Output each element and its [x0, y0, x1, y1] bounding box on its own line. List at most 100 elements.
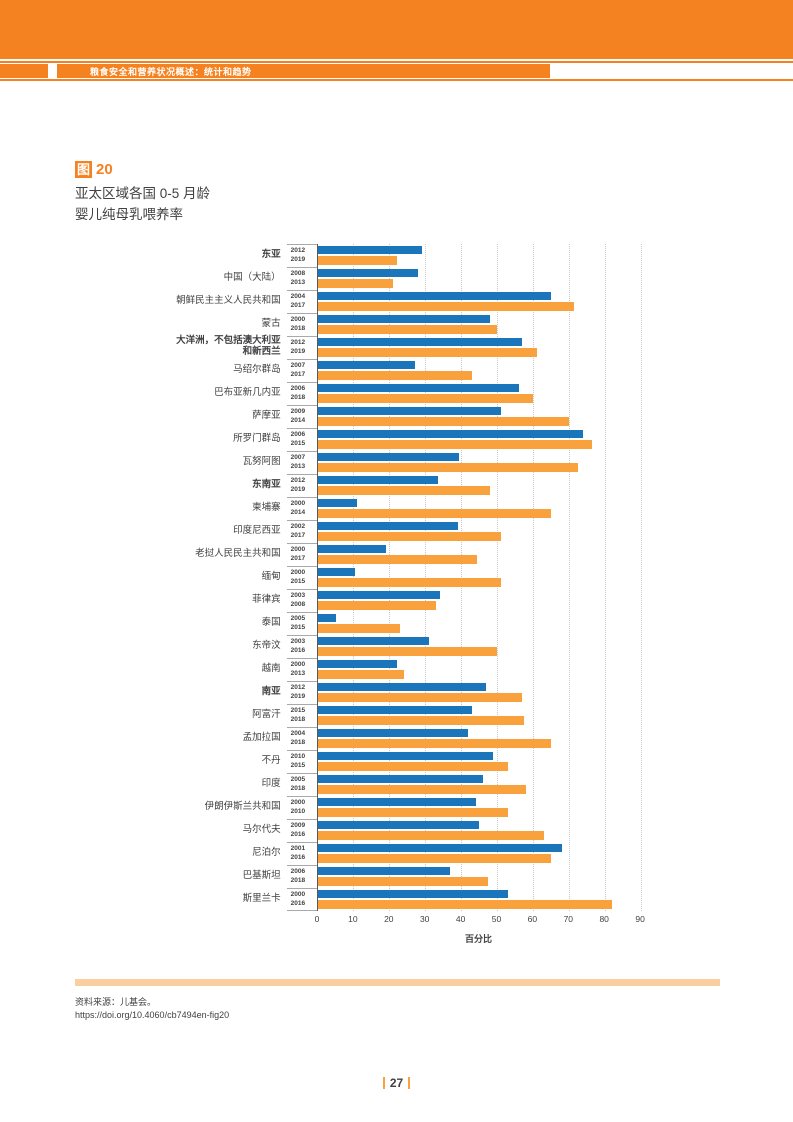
- country-label: 伊朗伊斯兰共和国: [204, 800, 281, 812]
- year-pair: 2001 2016: [286, 841, 317, 865]
- year-pair: 2005 2018: [286, 772, 317, 796]
- year-pair: 2009 2016: [286, 818, 317, 842]
- bar-pair: [317, 566, 648, 589]
- year-label: 2006: [290, 430, 306, 438]
- year-label: 2000: [290, 890, 306, 898]
- country-label: 大洋洲，不包括澳大利亚 和新西兰: [176, 335, 281, 358]
- bar-2017: [317, 555, 478, 564]
- year-label-column: 2012 2019 2008 2013 2004 2017 2000 2018 2012 2019…: [286, 243, 317, 911]
- band-separator: [0, 63, 793, 64]
- year-pair: 2000 2014: [286, 496, 317, 520]
- year-pair: 2004 2018: [286, 726, 317, 750]
- bar-pair: [317, 658, 648, 681]
- gridline-80: [604, 243, 606, 911]
- doi-link[interactable]: https://doi.org/10.4060/cb7494en-fig20: [75, 1010, 230, 1021]
- year-label: 2012: [290, 476, 306, 484]
- country-label: 瓦努阿图: [242, 455, 281, 467]
- bar-pair: [317, 543, 648, 566]
- year-label: 2018: [290, 785, 306, 793]
- x-tick-80: 80: [599, 913, 609, 924]
- bar-2000: [317, 797, 476, 807]
- bar-2013: [317, 279, 393, 288]
- bar-2007: [317, 360, 415, 370]
- year-label: 2010: [290, 752, 306, 760]
- year-label: 2018: [290, 877, 306, 885]
- bar-2000: [317, 498, 358, 508]
- year-label: 2018: [290, 325, 306, 333]
- breadcrumb-band: 粮食安全和营养状况概述：统计和趋势: [0, 64, 793, 78]
- bar-2003: [317, 636, 429, 646]
- country-label: 阿富汗: [252, 708, 281, 720]
- country-label: 马绍尔群岛: [233, 363, 281, 375]
- bar-pair: [317, 336, 648, 359]
- figure-heading: 图 20 亚太区域各国 0-5 月龄 婴儿纯母乳喂养率: [75, 161, 793, 226]
- breadcrumb-gap: [48, 64, 57, 78]
- bar-2012: [317, 682, 487, 692]
- year-label: 2012: [290, 338, 306, 346]
- bar-2015: [317, 440, 593, 449]
- bar-2019: [317, 256, 397, 265]
- figure-20-chart: 东亚 中国（大陆） 朝鲜民主主义人民共和国 蒙古 大洋洲，不包括澳大利亚 和新西兰 马绍尔…: [72, 243, 648, 945]
- thin-orange-rule-bottom: [0, 79, 793, 81]
- year-pair: 2000 2017: [286, 542, 317, 566]
- x-axis-label: 百分比: [464, 933, 492, 944]
- year-label: 2016: [290, 899, 306, 907]
- country-label: 斯里兰卡: [242, 892, 281, 904]
- country-label-column: 东亚 中国（大陆） 朝鲜民主主义人民共和国 蒙古 大洋洲，不包括澳大利亚 和新西兰 马绍尔…: [72, 244, 287, 911]
- year-label: 2001: [290, 844, 306, 852]
- bar-2010: [317, 751, 494, 761]
- band-separator: [0, 78, 793, 79]
- year-pair: 2012 2019: [286, 243, 317, 267]
- country-label: 蒙古: [261, 317, 281, 329]
- bar-2003: [317, 590, 440, 600]
- source-text: 资料来源：儿基会。: [75, 996, 157, 1007]
- bar-pair: [317, 589, 648, 612]
- bar-2019: [317, 348, 537, 357]
- source-note: 资料来源：儿基会。 https://doi.org/10.4060/cb7494…: [75, 996, 793, 1023]
- bar-pair: [317, 405, 648, 428]
- figure-badge: 图: [75, 161, 93, 178]
- year-label: 2013: [290, 463, 306, 471]
- bar-pair: [317, 497, 648, 520]
- bar-2008: [317, 601, 437, 610]
- gridline-90: [640, 243, 642, 911]
- country-label: 缅甸: [261, 570, 281, 582]
- bar-2000: [317, 659, 397, 669]
- year-label: 2013: [290, 279, 306, 287]
- year-pair: 2000 2016: [286, 887, 317, 911]
- year-pair: 2007 2013: [286, 450, 317, 474]
- year-pair: 2003 2008: [286, 588, 317, 612]
- figure-title-line1: 亚太区域各国 0-5 月龄: [75, 186, 211, 201]
- year-label: 2007: [290, 453, 306, 461]
- year-pair: 2000 2013: [286, 657, 317, 681]
- country-label: 东帝汶: [252, 639, 281, 651]
- bar-pair: [317, 865, 648, 888]
- year-label: 2008: [290, 601, 306, 609]
- year-label: 2000: [290, 798, 306, 806]
- year-label: 2019: [290, 256, 306, 264]
- year-label: 2019: [290, 348, 306, 356]
- bar-2012: [317, 475, 438, 485]
- bar-2002: [317, 521, 458, 531]
- year-pair: 2005 2015: [286, 611, 317, 635]
- year-label: 2014: [290, 509, 306, 517]
- bar-2017: [317, 532, 501, 541]
- year-label: 2017: [290, 302, 306, 310]
- year-label: 2015: [290, 706, 306, 714]
- bar-2017: [317, 371, 472, 380]
- year-label: 2008: [290, 269, 306, 277]
- year-label: 2012: [290, 246, 306, 254]
- bar-2019: [317, 693, 523, 702]
- bar-2013: [317, 670, 404, 679]
- year-label: 2017: [290, 532, 306, 540]
- country-label: 尼泊尔: [252, 846, 281, 858]
- year-pair: 2006 2018: [286, 381, 317, 405]
- year-pair: 2000 2010: [286, 795, 317, 819]
- page-number-value: 27: [389, 1076, 404, 1090]
- x-tick-0: 0: [314, 913, 320, 924]
- bar-2014: [317, 509, 551, 518]
- bar-2000: [317, 567, 356, 577]
- gridline-20: [389, 243, 391, 911]
- bar-2016: [317, 854, 551, 863]
- bar-2005: [317, 774, 483, 784]
